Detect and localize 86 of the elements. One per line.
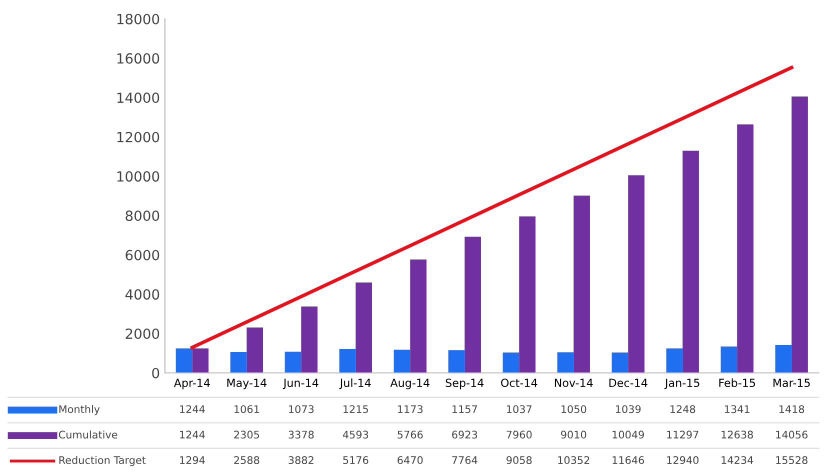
- bar: [176, 348, 192, 373]
- data-label: 12638: [722, 430, 753, 439]
- y-tick-label: 10000: [117, 171, 160, 182]
- bar: [628, 175, 644, 373]
- bar: [737, 124, 754, 373]
- bar: [612, 352, 628, 373]
- data-label: 1215: [344, 405, 368, 414]
- data-label: 1073: [289, 405, 314, 414]
- legend-label: Monthly: [59, 405, 100, 416]
- data-label: 1341: [724, 405, 750, 414]
- bar: [284, 352, 302, 373]
- data-label: 5766: [398, 430, 423, 439]
- bar: [410, 259, 426, 373]
- data-label: 1294: [180, 456, 205, 464]
- legend-label: Reduction Target: [59, 456, 146, 466]
- data-label: 7960: [506, 430, 532, 439]
- data-label: 5176: [343, 456, 368, 464]
- bar: [464, 236, 481, 373]
- data-label: 1244: [180, 405, 205, 413]
- data-label: 1173: [398, 405, 423, 414]
- data-label: 2588: [234, 456, 260, 464]
- data-label: 4593: [342, 430, 368, 439]
- x-tick-label: Apr-14: [174, 378, 210, 390]
- data-label: 15528: [776, 456, 808, 464]
- data-label: 10049: [612, 430, 644, 439]
- bar: [502, 352, 520, 373]
- x-tick-label: Jul-14: [339, 378, 371, 390]
- data-label: 6470: [398, 456, 423, 464]
- bar: [666, 348, 683, 373]
- x-tick-label: Oct-14: [501, 378, 538, 388]
- data-label: 7764: [452, 456, 478, 464]
- data-label: 1061: [234, 405, 259, 414]
- data-label: 11646: [612, 456, 644, 464]
- bar: [301, 306, 318, 373]
- bar: [792, 96, 808, 373]
- data-label: 14234: [722, 456, 754, 464]
- data-label: 11297: [667, 430, 698, 439]
- bar: [339, 348, 356, 373]
- bar: [246, 328, 264, 373]
- data-label: 1039: [616, 405, 641, 414]
- x-tick-label: Jan-15: [664, 378, 700, 390]
- data-label: 1050: [562, 405, 586, 414]
- data-label: 1248: [670, 405, 696, 414]
- y-tick-label: 2000: [126, 328, 160, 340]
- y-tick-label: 8000: [126, 210, 160, 222]
- data-label: 14056: [776, 430, 808, 439]
- data-label: 3378: [288, 430, 314, 439]
- bar: [192, 348, 209, 373]
- y-tick-label: 18000: [117, 14, 160, 24]
- data-label: 6923: [452, 430, 478, 439]
- line-series: [190, 66, 794, 350]
- data-label: 1157: [452, 405, 478, 414]
- y-tick-label: 14000: [117, 92, 160, 104]
- x-tick-label: Nov-14: [554, 378, 593, 388]
- bar: [720, 346, 738, 373]
- x-tick-label: Feb-15: [719, 378, 756, 388]
- x-tick-label: Mar-15: [773, 378, 810, 388]
- data-label: 9058: [506, 456, 532, 464]
- data-label: 10352: [558, 456, 590, 464]
- bar: [574, 196, 590, 373]
- data-label: 1418: [779, 405, 804, 414]
- x-tick-label: May-14: [227, 378, 267, 390]
- x-tick-label: Aug-14: [390, 378, 430, 390]
- y-tick-label: 6000: [126, 250, 160, 260]
- x-tick-label: Sep-14: [446, 378, 484, 390]
- bar: [394, 350, 410, 373]
- data-label: 1037: [507, 405, 532, 414]
- bar: [557, 352, 574, 373]
- data-label: 9010: [561, 430, 586, 439]
- data-label: 1244: [180, 430, 205, 438]
- x-tick-label: Dec-14: [609, 378, 648, 388]
- x-tick-label: Jun-14: [282, 378, 318, 390]
- y-tick-label: 12000: [117, 132, 160, 142]
- bar: [356, 282, 372, 373]
- bar: [775, 344, 792, 373]
- data-label: 12940: [667, 456, 698, 464]
- y-tick-label: 4000: [125, 289, 160, 300]
- bar: [448, 350, 465, 373]
- y-tick-label: 16000: [117, 53, 160, 64]
- bar: [682, 150, 699, 373]
- bar: [519, 216, 536, 373]
- y-tick-label: 0: [152, 368, 160, 378]
- data-label: 3882: [288, 456, 314, 464]
- legend-label: Cumulative: [58, 430, 118, 439]
- bar: [230, 352, 247, 373]
- data-label: 2305: [234, 430, 260, 439]
